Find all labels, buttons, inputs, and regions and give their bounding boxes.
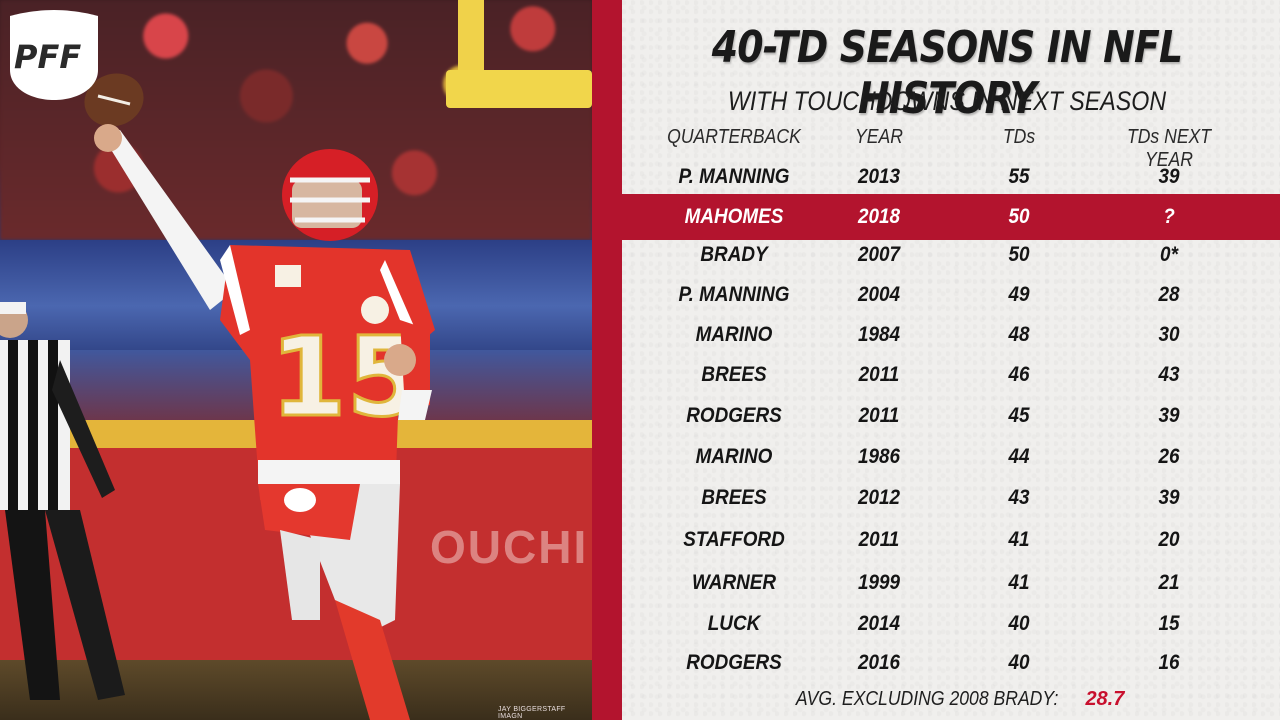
- table-row: LUCK 2014 40 15: [622, 605, 1280, 643]
- cell-year: 2018: [857, 205, 901, 228]
- table-row: P. MANNING 2013 55 39: [622, 158, 1280, 196]
- table-row: RODGERS 2011 45 39: [622, 397, 1280, 435]
- cell-quarterback: P. MANNING: [678, 283, 790, 306]
- table-row: STAFFORD 2011 41 20: [622, 521, 1280, 559]
- cell-tds-next-year: 39: [1158, 486, 1180, 509]
- cell-tds-next-year: 0*: [1160, 243, 1178, 266]
- wall-sign-text: OUCHI: [430, 521, 589, 573]
- cell-tds-next-year: 39: [1158, 404, 1180, 427]
- cell-tds: 55: [1008, 165, 1030, 188]
- graphic-subtitle: WITH TOUCHDOWNS IN NEXT SEASON: [727, 86, 1167, 116]
- cell-year: 2011: [858, 528, 900, 551]
- average-footer: AVG. EXCLUDING 2008 BRADY: 28.7: [622, 688, 1280, 711]
- cell-quarterback: RODGERS: [686, 404, 782, 427]
- header-quarterback: QUARTERBACK: [667, 126, 801, 148]
- table-row: RODGERS 2016 40 16: [622, 644, 1280, 682]
- cell-quarterback: MAHOMES: [684, 205, 784, 228]
- header-tds-next-year: TDs NEXT YEAR: [1126, 126, 1212, 171]
- stats-panel: 40-TD SEASONS IN NFL HISTORY WITH TOUCHD…: [592, 0, 1280, 720]
- cell-quarterback: LUCK: [707, 612, 761, 635]
- table-row: BRADY 2007 50 0*: [622, 236, 1280, 274]
- svg-text:PFF: PFF: [14, 38, 81, 76]
- cell-year: 2012: [857, 486, 901, 509]
- cell-quarterback: WARNER: [691, 571, 777, 594]
- cell-year: 2004: [857, 283, 901, 306]
- average-value: 28.7: [1085, 688, 1125, 710]
- cell-year: 2016: [857, 651, 901, 674]
- cell-year: 2007: [857, 243, 901, 266]
- cell-tds-next-year: ?: [1163, 205, 1175, 228]
- cell-year: 1986: [857, 445, 901, 468]
- cell-year: 1999: [857, 571, 901, 594]
- cell-tds-next-year: 15: [1158, 612, 1180, 635]
- quarterback-figure: 15: [84, 73, 435, 720]
- graphic-title: 40-TD SEASONS IN NFL HISTORY: [711, 22, 1183, 124]
- table-row: BREES 2012 43 39: [622, 479, 1280, 517]
- table-row: WARNER 1999 41 21: [622, 564, 1280, 602]
- cell-tds-next-year: 39: [1158, 165, 1180, 188]
- cell-year: 2011: [858, 404, 900, 427]
- cell-tds-next-year: 26: [1158, 445, 1180, 468]
- photo-credit: JAY BIGGERSTAFF IMAGN: [498, 706, 566, 720]
- cell-tds: 49: [1008, 283, 1030, 306]
- red-divider: [592, 0, 622, 720]
- cell-tds-next-year: 43: [1158, 363, 1180, 386]
- cell-tds: 48: [1008, 323, 1030, 346]
- cell-tds-next-year: 16: [1158, 651, 1180, 674]
- table-row: P. MANNING 2004 49 28: [622, 276, 1280, 314]
- cell-quarterback: BREES: [701, 486, 767, 509]
- cell-tds-next-year: 20: [1158, 528, 1180, 551]
- goalpost-crossbar: [446, 70, 592, 108]
- cell-quarterback: BRADY: [700, 243, 768, 266]
- cell-tds: 43: [1008, 486, 1030, 509]
- cell-tds-next-year: 21: [1158, 571, 1180, 594]
- cell-quarterback: RODGERS: [686, 651, 782, 674]
- cell-tds: 41: [1008, 528, 1030, 551]
- table-row-highlighted: MAHOMES 2018 50?: [592, 194, 1280, 240]
- cell-quarterback: MARINO: [695, 445, 773, 468]
- cell-year: 2011: [858, 363, 900, 386]
- cell-tds: 45: [1008, 404, 1030, 427]
- cell-quarterback: STAFFORD: [683, 528, 785, 551]
- cell-year: 1984: [857, 323, 901, 346]
- cell-tds: 44: [1008, 445, 1030, 468]
- average-label: AVG. EXCLUDING 2008 BRADY:: [795, 688, 1058, 710]
- cell-tds: 50: [1008, 205, 1030, 228]
- header-year: YEAR: [855, 126, 903, 148]
- referee-figure: [0, 302, 125, 700]
- cell-tds: 40: [1008, 612, 1030, 635]
- table-row: MARINO 1984 48 30: [622, 316, 1280, 354]
- cell-tds: 50: [1008, 243, 1030, 266]
- cell-year: 2014: [857, 612, 901, 635]
- cell-quarterback: MARINO: [695, 323, 773, 346]
- cell-tds-next-year: 30: [1158, 323, 1180, 346]
- table-row: BREES 2011 46 43: [622, 356, 1280, 394]
- table-row: MARINO 1986 44 26: [622, 438, 1280, 476]
- cell-tds-next-year: 28: [1158, 283, 1180, 306]
- player-photo: OUCHI 15: [0, 0, 592, 720]
- cell-quarterback: P. MANNING: [678, 165, 790, 188]
- cell-tds: 46: [1008, 363, 1030, 386]
- cell-quarterback: BREES: [701, 363, 767, 386]
- header-tds: TDs: [1002, 126, 1036, 148]
- cell-tds: 40: [1008, 651, 1030, 674]
- svg-text:15: 15: [270, 313, 423, 441]
- table-header: QUARTERBACK YEAR TDs TDs NEXT YEAR: [622, 126, 1280, 171]
- cell-tds: 41: [1008, 571, 1030, 594]
- pff-logo: PFF: [10, 10, 98, 100]
- cell-year: 2013: [857, 165, 901, 188]
